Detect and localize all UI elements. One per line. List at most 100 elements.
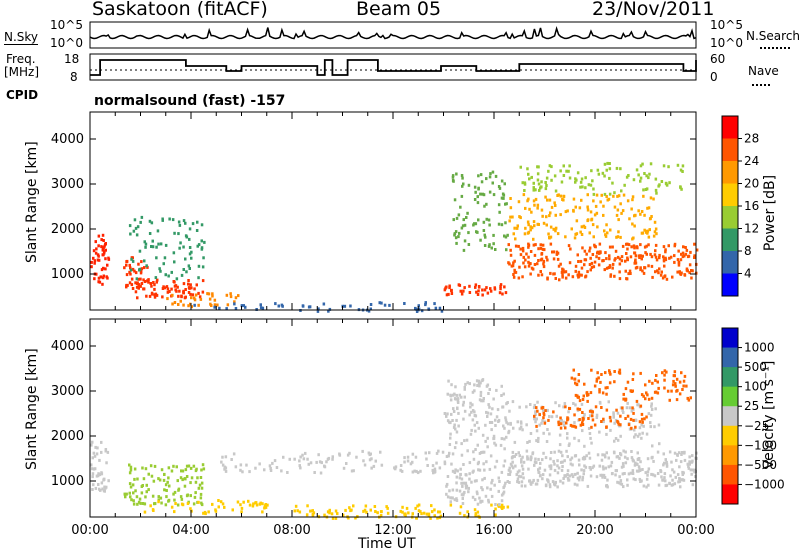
echo-cell-velocity-4 [473, 508, 477, 512]
echo-cell-power-9 [579, 230, 582, 234]
echo-cell-power-7 [504, 202, 507, 206]
xtick-label: 08:00 [273, 523, 310, 538]
echo-cell-velocity-6 [508, 473, 512, 476]
echo-cell-velocity-9 [639, 371, 642, 375]
echo-cell-velocity-6 [561, 465, 564, 468]
echo-cell-power-6 [499, 284, 502, 288]
colorbar-swatch [722, 273, 738, 297]
echo-cell-velocity-5 [483, 468, 486, 472]
echo-cell-power-8 [542, 265, 546, 269]
echo-cell-velocity-5 [490, 428, 493, 432]
echo-cell-velocity-8 [631, 406, 634, 410]
echo-cell-power-8 [609, 274, 612, 278]
echo-cell-velocity-6 [548, 485, 552, 489]
echo-cell-velocity-7 [588, 432, 592, 435]
echo-cell-velocity-5 [460, 395, 463, 399]
echo-cell-velocity-8 [645, 415, 648, 419]
echo-cell-power-8 [664, 250, 667, 254]
echo-cell-power-5 [380, 301, 383, 305]
echo-cell-power-2 [150, 292, 154, 296]
echo-cell-power-6 [503, 285, 506, 289]
echo-cell-power-8 [618, 270, 621, 274]
echo-cell-power-8 [527, 264, 531, 268]
echo-cell-velocity-6 [650, 472, 653, 476]
echo-cell-velocity-5 [464, 382, 467, 386]
echo-cell-velocity-5 [445, 492, 448, 496]
echo-cell-velocity-6 [583, 464, 586, 468]
echo-cell-power-8 [509, 253, 513, 257]
echo-cell-power-9 [590, 217, 594, 221]
echo-cell-power-4 [194, 293, 198, 297]
echo-cell-velocity-8 [573, 424, 576, 428]
echo-cell-power-8 [597, 256, 601, 260]
echo-cell-velocity-5 [502, 392, 505, 396]
beam-title: Beam 05 [356, 0, 442, 20]
echo-cell-power-7 [455, 172, 458, 176]
echo-cell-velocity-6 [611, 472, 614, 475]
echo-cell-velocity-3 [298, 459, 301, 463]
echo-cell-velocity-5 [451, 469, 455, 473]
echo-cell-power-7 [462, 182, 465, 186]
echo-cell-power-9 [645, 229, 648, 233]
echo-cell-power-4 [177, 303, 180, 306]
echo-cell-velocity-6 [537, 468, 540, 472]
echo-cell-velocity-5 [462, 481, 465, 485]
echo-cell-power-2 [155, 280, 158, 284]
echo-cell-power-8 [656, 269, 659, 273]
echo-cell-velocity-8 [544, 409, 547, 413]
echo-cell-velocity-4 [449, 503, 453, 507]
echo-cell-power-8 [605, 266, 609, 270]
echo-cell-power-0 [101, 233, 105, 237]
echo-cell-velocity-5 [448, 451, 451, 455]
echo-cell-velocity-0 [107, 479, 110, 483]
echo-cell-velocity-5 [489, 487, 492, 491]
echo-cell-velocity-0 [91, 440, 94, 444]
echo-cell-velocity-2 [211, 502, 214, 506]
echo-cell-velocity-6 [653, 474, 657, 478]
echo-cell-power-9 [562, 194, 565, 198]
echo-cell-velocity-5 [481, 378, 485, 382]
echo-cell-velocity-3 [302, 457, 306, 461]
echo-cell-power-2 [174, 288, 177, 292]
echo-cell-velocity-6 [634, 461, 637, 465]
echo-cell-velocity-5 [455, 441, 458, 445]
echo-cell-velocity-6 [571, 473, 574, 477]
echo-cell-power-9 [637, 209, 640, 213]
echo-cell-velocity-3 [331, 455, 334, 459]
echo-cell-power-3 [131, 259, 135, 263]
echo-cell-velocity-5 [470, 410, 473, 414]
echo-cell-velocity-1 [128, 482, 132, 486]
echo-cell-power-6 [486, 291, 490, 295]
echo-cell-velocity-6 [511, 460, 514, 464]
echo-cell-velocity-1 [173, 498, 176, 502]
echo-cell-power-2 [149, 282, 152, 285]
echo-cell-velocity-3 [431, 468, 434, 472]
echo-cell-power-0 [93, 277, 96, 281]
echo-cell-power-9 [533, 224, 536, 228]
echo-cell-velocity-5 [451, 496, 454, 500]
echo-cell-power-8 [618, 277, 622, 281]
echo-cell-velocity-3 [317, 453, 320, 457]
echo-cell-power-2 [170, 287, 173, 291]
echo-cell-power-7 [451, 174, 455, 178]
echo-cell-power-8 [614, 257, 617, 261]
echo-cell-velocity-3 [273, 459, 277, 463]
echo-cell-velocity-7 [625, 406, 629, 410]
echo-cell-velocity-3 [406, 459, 410, 463]
echo-cell-velocity-2 [189, 507, 192, 511]
colorbar-tick-label: −1000 [744, 477, 785, 491]
echo-cell-velocity-9 [642, 394, 645, 398]
echo-cell-velocity-3 [223, 467, 226, 471]
echo-cell-velocity-9 [599, 380, 602, 384]
echo-cell-velocity-2 [217, 499, 220, 502]
echo-cell-velocity-6 [601, 465, 605, 469]
echo-cell-velocity-3 [301, 453, 304, 457]
echo-cell-velocity-6 [578, 475, 582, 479]
echo-cell-velocity-6 [517, 480, 521, 484]
echo-cell-power-7 [462, 218, 465, 222]
echo-cell-velocity-7 [535, 429, 539, 433]
echo-cell-power-8 [512, 273, 515, 276]
echo-cell-velocity-5 [445, 484, 448, 488]
echo-cell-power-8 [509, 248, 512, 252]
echo-cell-velocity-5 [488, 405, 491, 409]
